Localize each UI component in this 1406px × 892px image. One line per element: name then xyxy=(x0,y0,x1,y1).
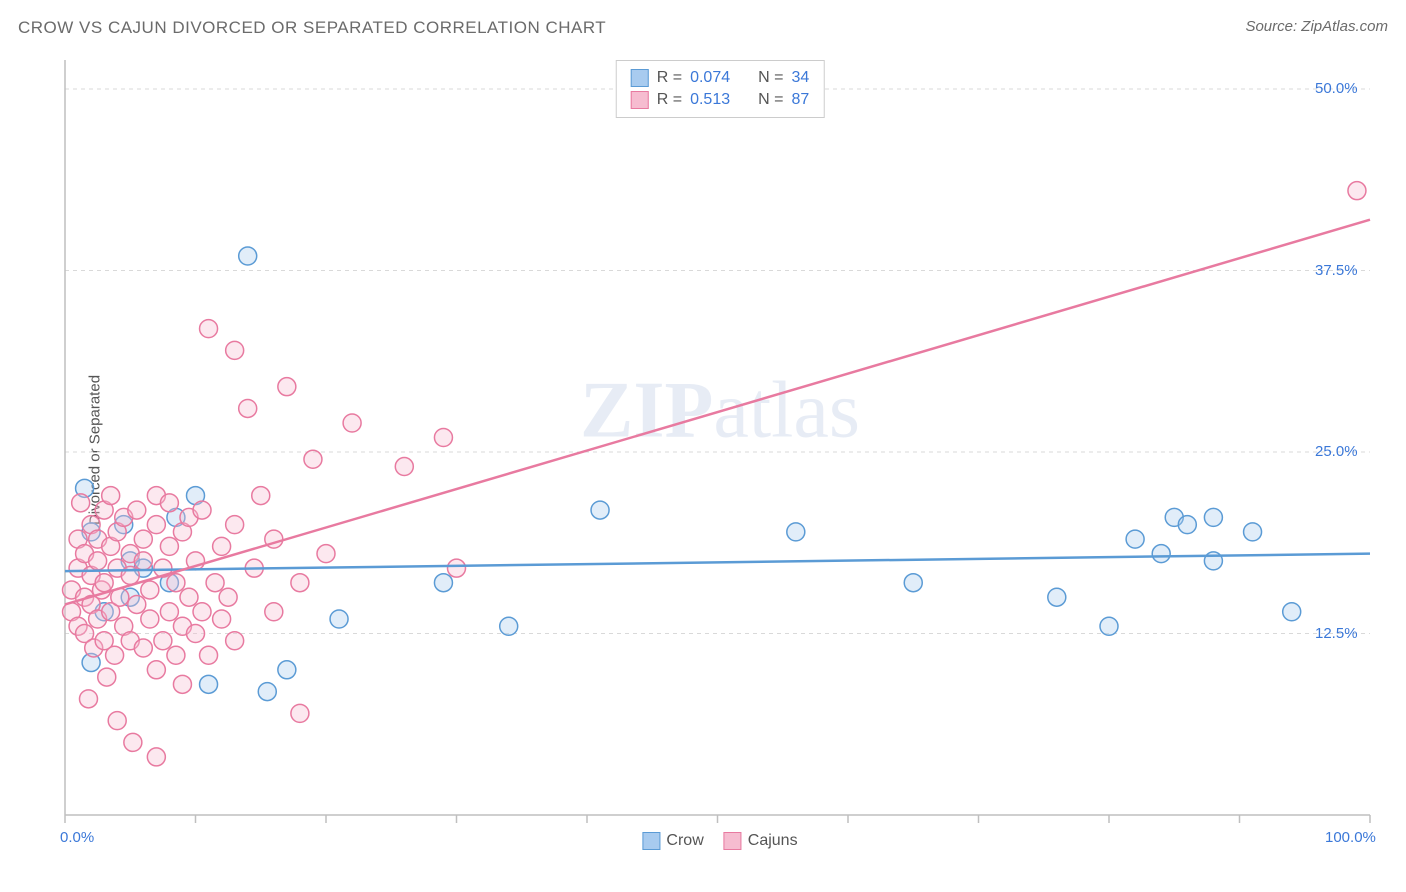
stats-row-cajuns: R = 0.513 N = 87 xyxy=(631,89,810,111)
source-attribution: Source: ZipAtlas.com xyxy=(1245,18,1388,35)
n-label: N = xyxy=(758,69,783,87)
x-tick-label: 100.0% xyxy=(1325,829,1376,846)
n-value-cajuns: 87 xyxy=(791,91,809,109)
swatch-crow xyxy=(631,69,649,87)
chart-title: CROW VS CAJUN DIVORCED OR SEPARATED CORR… xyxy=(18,18,606,38)
chart-container: Divorced or Separated ZIPatlas R = 0.074… xyxy=(50,55,1390,845)
swatch-cajuns xyxy=(724,832,742,850)
r-value-cajuns: 0.513 xyxy=(690,91,730,109)
scatter-plot xyxy=(50,55,1390,845)
r-label: R = xyxy=(657,91,682,109)
r-label: R = xyxy=(657,69,682,87)
x-tick-label: 0.0% xyxy=(60,829,94,846)
legend-item-crow: Crow xyxy=(642,832,703,850)
stats-row-crow: R = 0.074 N = 34 xyxy=(631,67,810,89)
y-tick-label: 12.5% xyxy=(1315,625,1358,642)
y-tick-label: 25.0% xyxy=(1315,443,1358,460)
y-tick-label: 50.0% xyxy=(1315,80,1358,97)
legend-item-cajuns: Cajuns xyxy=(724,832,798,850)
stats-legend: R = 0.074 N = 34 R = 0.513 N = 87 xyxy=(616,60,825,118)
n-value-crow: 34 xyxy=(791,69,809,87)
r-value-crow: 0.074 xyxy=(690,69,730,87)
legend-label-crow: Crow xyxy=(666,832,703,850)
swatch-crow xyxy=(642,832,660,850)
swatch-cajuns xyxy=(631,91,649,109)
n-label: N = xyxy=(758,91,783,109)
y-tick-label: 37.5% xyxy=(1315,262,1358,279)
series-legend: Crow Cajuns xyxy=(642,832,797,850)
legend-label-cajuns: Cajuns xyxy=(748,832,798,850)
